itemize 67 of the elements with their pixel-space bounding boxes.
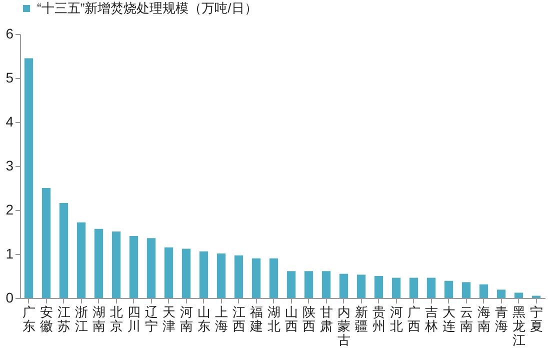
x-tick-label: 四川 — [127, 304, 140, 334]
bar — [199, 251, 208, 298]
y-tick-label: 4 — [6, 114, 14, 130]
bar — [426, 278, 436, 298]
bar — [252, 258, 261, 298]
bar — [374, 276, 384, 298]
y-tick-label: 0 — [6, 290, 14, 306]
x-tick-label: 北京 — [110, 304, 123, 334]
bar — [234, 255, 244, 298]
bar — [496, 290, 506, 298]
bar — [24, 58, 34, 298]
y-tick-label: 3 — [6, 158, 14, 174]
bar — [444, 280, 454, 298]
bar — [216, 254, 226, 298]
x-tick-label: 安徽 — [40, 304, 53, 334]
x-tick-label: 大连 — [442, 304, 456, 334]
x-tick-label: 贵州 — [372, 304, 386, 334]
x-tick-label: 上海 — [214, 304, 228, 334]
x-tick-label: 甘肃 — [320, 304, 333, 334]
bar — [182, 248, 191, 298]
bar — [164, 247, 174, 298]
y-tick-label: 6 — [6, 26, 14, 42]
x-tick-label: 广东 — [22, 304, 36, 334]
x-tick-label: 陕西 — [302, 304, 316, 334]
bar — [269, 258, 278, 298]
bar — [479, 284, 488, 298]
x-tick-label: 河北 — [390, 304, 403, 334]
x-tick-label: 云南 — [460, 304, 473, 334]
bar — [356, 274, 366, 298]
x-tick-label: 新疆 — [354, 304, 368, 334]
bar — [322, 271, 331, 298]
bar — [76, 222, 86, 298]
x-tick-label: 内蒙古 — [337, 304, 350, 348]
bar — [392, 278, 401, 298]
x-tick-label: 河南 — [180, 304, 193, 334]
bar — [304, 271, 314, 298]
x-tick-label: 宁夏 — [530, 304, 543, 334]
bar — [462, 282, 471, 298]
x-tick-label: 湖北 — [267, 304, 280, 334]
y-tick-label: 2 — [6, 202, 14, 218]
bar — [286, 271, 296, 298]
bar — [94, 228, 104, 298]
x-tick-label: 天津 — [162, 304, 176, 334]
bar — [514, 292, 524, 298]
x-tick-label: 吉林 — [424, 304, 438, 334]
bar — [409, 278, 418, 298]
y-tick-label: 1 — [6, 246, 14, 262]
x-tick-label: 浙江 — [74, 304, 88, 334]
x-tick-label: 辽宁 — [144, 304, 158, 334]
x-tick-label: 山东 — [197, 304, 210, 334]
bar — [59, 202, 68, 298]
x-tick-label: 青海 — [494, 304, 508, 334]
x-tick-label: 海南 — [477, 304, 490, 334]
bar — [129, 236, 138, 298]
bar — [42, 188, 51, 298]
x-tick-label: 江西 — [232, 304, 246, 334]
x-tick-label: 福建 — [248, 304, 263, 334]
x-tick-label: 黑龙江 — [512, 304, 526, 348]
bar — [146, 238, 156, 298]
x-tick-label: 广西 — [407, 304, 420, 334]
x-tick-label: 湖南 — [92, 304, 106, 334]
bar — [112, 232, 121, 298]
legend-label: “十三五”新增焚烧处理规模（万吨/日） — [37, 0, 258, 16]
x-tick-label: 山西 — [284, 304, 298, 334]
y-tick-label: 5 — [6, 70, 14, 86]
x-tick-label: 江苏 — [57, 304, 70, 334]
bar — [339, 274, 348, 298]
